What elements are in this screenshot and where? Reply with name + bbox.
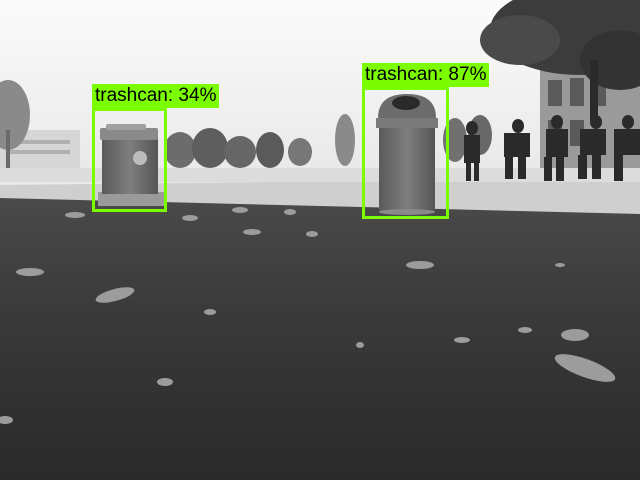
fallen-leaves [0, 207, 616, 424]
tree-line [164, 114, 492, 168]
trashcan-right [376, 94, 438, 215]
detection-label-trashcan-left: trashcan: 34% [92, 84, 220, 108]
right-tree [480, 0, 640, 120]
grass-lawn [0, 198, 640, 480]
detection-label-trashcan-right: trashcan: 87% [362, 63, 490, 87]
trashcan-left [98, 124, 164, 206]
people [464, 115, 640, 181]
pavement [0, 178, 640, 218]
detection-box-trashcan-left [92, 108, 167, 212]
left-tree [0, 80, 30, 170]
detection-box-trashcan-right [362, 87, 449, 219]
